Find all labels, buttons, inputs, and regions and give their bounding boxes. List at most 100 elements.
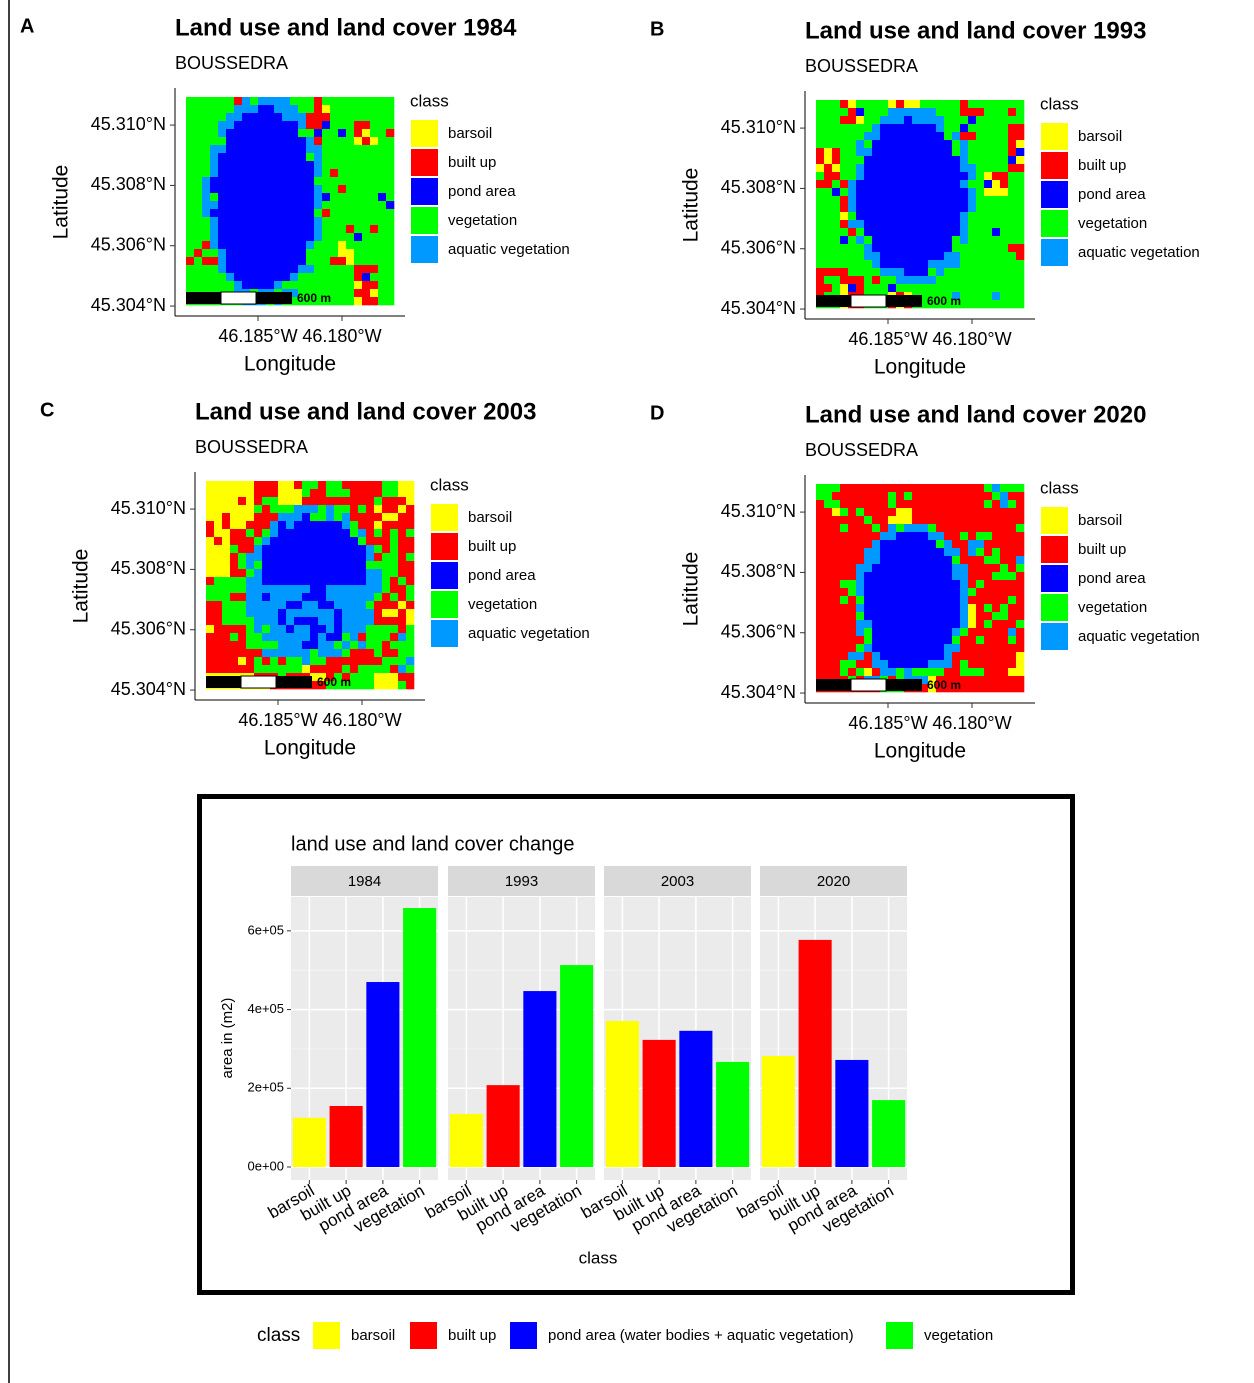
raster-cell [848, 116, 856, 124]
raster-cell [342, 617, 350, 625]
raster-cell [864, 212, 872, 220]
raster-cell [258, 145, 266, 153]
raster-cell [952, 204, 960, 212]
raster-cell [840, 188, 848, 196]
raster-cell [278, 665, 286, 673]
raster-cell [1000, 676, 1008, 684]
raster-cell [968, 124, 976, 132]
raster-cell [840, 636, 848, 644]
raster-cell [848, 524, 856, 532]
raster-cell [366, 521, 374, 529]
raster-cell [936, 548, 944, 556]
y-tick-label: 45.306°N [111, 618, 186, 638]
raster-cell [952, 124, 960, 132]
raster-cell [848, 492, 856, 500]
raster-cell [960, 628, 968, 636]
raster-cell [274, 121, 282, 129]
raster-cell [1000, 516, 1008, 524]
raster-cell [194, 145, 202, 153]
raster-cell [274, 145, 282, 153]
raster-cell [936, 564, 944, 572]
raster-cell [992, 556, 1000, 564]
raster-cell [254, 497, 262, 505]
raster-cell [1008, 260, 1016, 268]
raster-cell [952, 612, 960, 620]
raster-cell [282, 153, 290, 161]
raster-cell [992, 612, 1000, 620]
raster-cell [816, 620, 824, 628]
raster-cell [992, 620, 1000, 628]
raster-cell [1008, 668, 1016, 676]
raster-cell [250, 281, 258, 289]
raster-cell [390, 681, 398, 689]
raster-cell [968, 676, 976, 684]
raster-cell [378, 145, 386, 153]
raster-cell [912, 140, 920, 148]
raster-cell [406, 657, 414, 665]
raster-cell [824, 644, 832, 652]
raster-cell [346, 265, 354, 273]
raster-cell [1000, 212, 1008, 220]
raster-cell [242, 281, 250, 289]
raster-cell [1000, 652, 1008, 660]
raster-cell [294, 593, 302, 601]
raster-cell [262, 529, 270, 537]
raster-cell [888, 572, 896, 580]
raster-cell [864, 596, 872, 604]
raster-cell [390, 569, 398, 577]
raster-cell [984, 284, 992, 292]
raster-cell [246, 521, 254, 529]
raster-cell [322, 129, 330, 137]
raster-cell [816, 244, 824, 252]
raster-cell [1000, 172, 1008, 180]
raster-cell [848, 172, 856, 180]
raster-cell [824, 540, 832, 548]
raster-cell [398, 529, 406, 537]
raster-cell [290, 153, 298, 161]
map-title: Land use and land cover 2020 [805, 401, 1146, 428]
raster-cell [1000, 108, 1008, 116]
legend-key [431, 591, 458, 618]
raster-cell [832, 628, 840, 636]
raster-cell [936, 580, 944, 588]
raster-cell [386, 137, 394, 145]
raster-cell [330, 105, 338, 113]
raster-cell [290, 201, 298, 209]
raster-cell [286, 545, 294, 553]
raster-cell [976, 180, 984, 188]
raster-cell [350, 625, 358, 633]
raster-cell [202, 257, 210, 265]
raster-cell [274, 129, 282, 137]
raster-cell [896, 124, 904, 132]
raster-cell [358, 593, 366, 601]
raster-cell [362, 281, 370, 289]
raster-cell [314, 201, 322, 209]
raster-cell [254, 569, 262, 577]
legend-label: barsoil [1078, 128, 1122, 145]
raster-cell [880, 268, 888, 276]
raster-cell [258, 97, 266, 105]
raster-cell [968, 220, 976, 228]
raster-cell [278, 561, 286, 569]
legend-key [1041, 123, 1068, 150]
raster-cell [976, 628, 984, 636]
raster-cell [194, 193, 202, 201]
raster-cell [832, 276, 840, 284]
raster-cell [816, 556, 824, 564]
raster-cell [1000, 284, 1008, 292]
raster-cell [816, 580, 824, 588]
raster-cell [298, 161, 306, 169]
facet-label: 2020 [817, 873, 850, 890]
raster-cell [912, 268, 920, 276]
raster-cell [840, 212, 848, 220]
raster-cell [350, 513, 358, 521]
raster-cell [1000, 548, 1008, 556]
raster-cell [952, 220, 960, 228]
raster-cell [350, 585, 358, 593]
raster-cell [840, 500, 848, 508]
raster-cell [290, 161, 298, 169]
raster-cell [210, 249, 218, 257]
raster-cell [374, 641, 382, 649]
raster-cell [294, 625, 302, 633]
raster-cell [864, 172, 872, 180]
